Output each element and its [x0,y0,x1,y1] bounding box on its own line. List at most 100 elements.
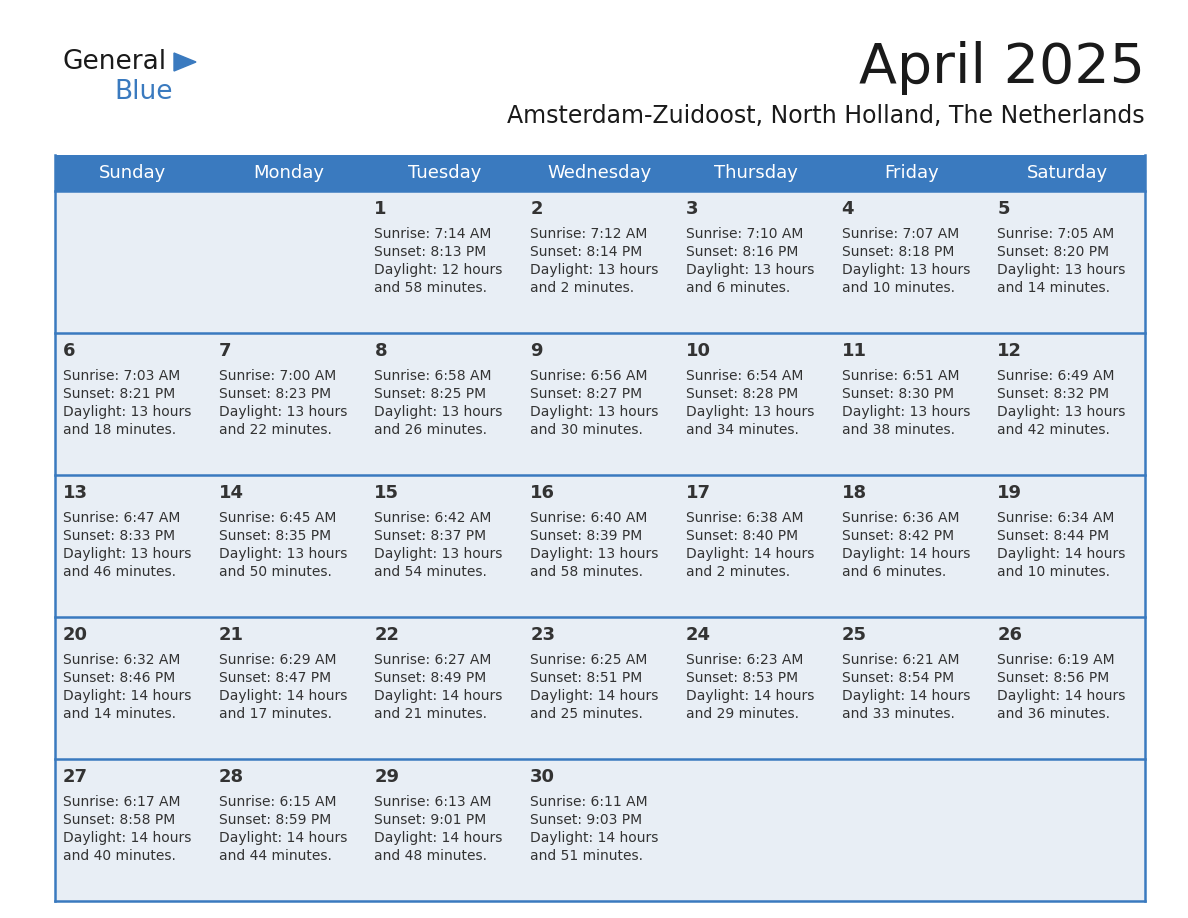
Text: Sunrise: 6:42 AM: Sunrise: 6:42 AM [374,511,492,525]
Text: 5: 5 [997,200,1010,218]
Text: Daylight: 13 hours
and 38 minutes.: Daylight: 13 hours and 38 minutes. [841,405,969,437]
Text: Sunset: 8:59 PM: Sunset: 8:59 PM [219,813,331,827]
Text: Sunset: 8:46 PM: Sunset: 8:46 PM [63,671,176,685]
Bar [990,475,1145,617]
Text: Sunset: 8:20 PM: Sunset: 8:20 PM [997,245,1110,259]
Text: Sunset: 8:25 PM: Sunset: 8:25 PM [374,387,487,401]
Text: General: General [62,49,166,75]
Text: Daylight: 13 hours
and 42 minutes.: Daylight: 13 hours and 42 minutes. [997,405,1126,437]
Text: 24: 24 [685,626,710,644]
Text: Sunset: 8:14 PM: Sunset: 8:14 PM [530,245,643,259]
Text: Sunrise: 6:13 AM: Sunrise: 6:13 AM [374,795,492,809]
Text: Daylight: 13 hours
and 2 minutes.: Daylight: 13 hours and 2 minutes. [530,263,658,296]
Text: 2: 2 [530,200,543,218]
Bar [210,759,366,901]
Bar [210,617,366,759]
Text: 3: 3 [685,200,699,218]
Text: 4: 4 [841,200,854,218]
Text: Daylight: 14 hours
and 51 minutes.: Daylight: 14 hours and 51 minutes. [530,831,658,864]
Text: Daylight: 13 hours
and 34 minutes.: Daylight: 13 hours and 34 minutes. [685,405,814,437]
Text: Sunrise: 7:14 AM: Sunrise: 7:14 AM [374,227,492,241]
Bar [990,333,1145,475]
Text: Sunset: 8:16 PM: Sunset: 8:16 PM [685,245,798,259]
Bar [678,475,834,617]
Text: Sunset: 8:18 PM: Sunset: 8:18 PM [841,245,954,259]
Text: Sunrise: 6:34 AM: Sunrise: 6:34 AM [997,511,1114,525]
Bar [366,333,523,475]
Text: Sunset: 8:28 PM: Sunset: 8:28 PM [685,387,798,401]
Bar [834,759,990,901]
Polygon shape [173,53,196,71]
Text: Daylight: 13 hours
and 26 minutes.: Daylight: 13 hours and 26 minutes. [374,405,503,437]
Bar [678,617,834,759]
Text: Sunset: 8:39 PM: Sunset: 8:39 PM [530,529,643,543]
Text: Sunset: 9:01 PM: Sunset: 9:01 PM [374,813,487,827]
Text: Daylight: 14 hours
and 33 minutes.: Daylight: 14 hours and 33 minutes. [841,689,969,722]
Text: Sunset: 8:58 PM: Sunset: 8:58 PM [63,813,176,827]
Text: 30: 30 [530,768,555,786]
Text: 29: 29 [374,768,399,786]
Text: Sunset: 8:54 PM: Sunset: 8:54 PM [841,671,954,685]
Text: 15: 15 [374,484,399,502]
Text: Friday: Friday [884,164,939,182]
Bar [523,617,678,759]
Text: Sunset: 8:56 PM: Sunset: 8:56 PM [997,671,1110,685]
Bar [523,333,678,475]
Text: Daylight: 14 hours
and 48 minutes.: Daylight: 14 hours and 48 minutes. [374,831,503,864]
Text: 17: 17 [685,484,710,502]
Text: Wednesday: Wednesday [548,164,652,182]
Text: 22: 22 [374,626,399,644]
Bar [523,191,678,333]
Bar [990,617,1145,759]
Bar [990,759,1145,901]
Text: Sunrise: 6:17 AM: Sunrise: 6:17 AM [63,795,181,809]
Text: Sunrise: 6:54 AM: Sunrise: 6:54 AM [685,369,803,383]
Text: Sunset: 8:30 PM: Sunset: 8:30 PM [841,387,954,401]
Text: Daylight: 14 hours
and 40 minutes.: Daylight: 14 hours and 40 minutes. [63,831,191,864]
Text: Sunrise: 6:45 AM: Sunrise: 6:45 AM [219,511,336,525]
Bar [55,191,210,333]
Text: Daylight: 13 hours
and 50 minutes.: Daylight: 13 hours and 50 minutes. [219,547,347,579]
Text: Daylight: 14 hours
and 2 minutes.: Daylight: 14 hours and 2 minutes. [685,547,814,579]
Text: Sunrise: 7:07 AM: Sunrise: 7:07 AM [841,227,959,241]
Text: Sunrise: 7:00 AM: Sunrise: 7:00 AM [219,369,336,383]
Text: Sunset: 8:33 PM: Sunset: 8:33 PM [63,529,175,543]
Text: Daylight: 14 hours
and 10 minutes.: Daylight: 14 hours and 10 minutes. [997,547,1126,579]
Text: Daylight: 14 hours
and 21 minutes.: Daylight: 14 hours and 21 minutes. [374,689,503,722]
Bar [366,617,523,759]
Text: April 2025: April 2025 [859,41,1145,95]
Text: Sunrise: 7:10 AM: Sunrise: 7:10 AM [685,227,803,241]
Text: 12: 12 [997,342,1023,360]
Bar [55,333,210,475]
Text: Sunrise: 6:27 AM: Sunrise: 6:27 AM [374,653,492,667]
Text: Daylight: 14 hours
and 6 minutes.: Daylight: 14 hours and 6 minutes. [841,547,969,579]
Text: Sunset: 8:27 PM: Sunset: 8:27 PM [530,387,643,401]
Text: 7: 7 [219,342,232,360]
Text: Daylight: 14 hours
and 36 minutes.: Daylight: 14 hours and 36 minutes. [997,689,1126,722]
Text: Daylight: 13 hours
and 46 minutes.: Daylight: 13 hours and 46 minutes. [63,547,191,579]
Text: 1: 1 [374,200,387,218]
Bar [523,475,678,617]
Text: Daylight: 14 hours
and 25 minutes.: Daylight: 14 hours and 25 minutes. [530,689,658,722]
Text: Sunrise: 6:25 AM: Sunrise: 6:25 AM [530,653,647,667]
Text: Sunset: 8:40 PM: Sunset: 8:40 PM [685,529,798,543]
Text: Sunset: 8:53 PM: Sunset: 8:53 PM [685,671,798,685]
Text: 9: 9 [530,342,543,360]
Text: Sunrise: 6:11 AM: Sunrise: 6:11 AM [530,795,647,809]
Text: Sunset: 8:44 PM: Sunset: 8:44 PM [997,529,1110,543]
Text: Sunset: 8:51 PM: Sunset: 8:51 PM [530,671,643,685]
Text: Sunrise: 6:29 AM: Sunrise: 6:29 AM [219,653,336,667]
Text: 25: 25 [841,626,866,644]
Text: Sunrise: 6:21 AM: Sunrise: 6:21 AM [841,653,959,667]
Bar [210,191,366,333]
Bar [834,475,990,617]
Text: Amsterdam-Zuidoost, North Holland, The Netherlands: Amsterdam-Zuidoost, North Holland, The N… [507,104,1145,128]
Text: 27: 27 [63,768,88,786]
Text: Daylight: 12 hours
and 58 minutes.: Daylight: 12 hours and 58 minutes. [374,263,503,296]
Text: 19: 19 [997,484,1023,502]
Text: Sunset: 8:42 PM: Sunset: 8:42 PM [841,529,954,543]
Text: Sunday: Sunday [100,164,166,182]
Text: Sunrise: 6:58 AM: Sunrise: 6:58 AM [374,369,492,383]
Text: Blue: Blue [114,79,172,105]
Bar [834,617,990,759]
